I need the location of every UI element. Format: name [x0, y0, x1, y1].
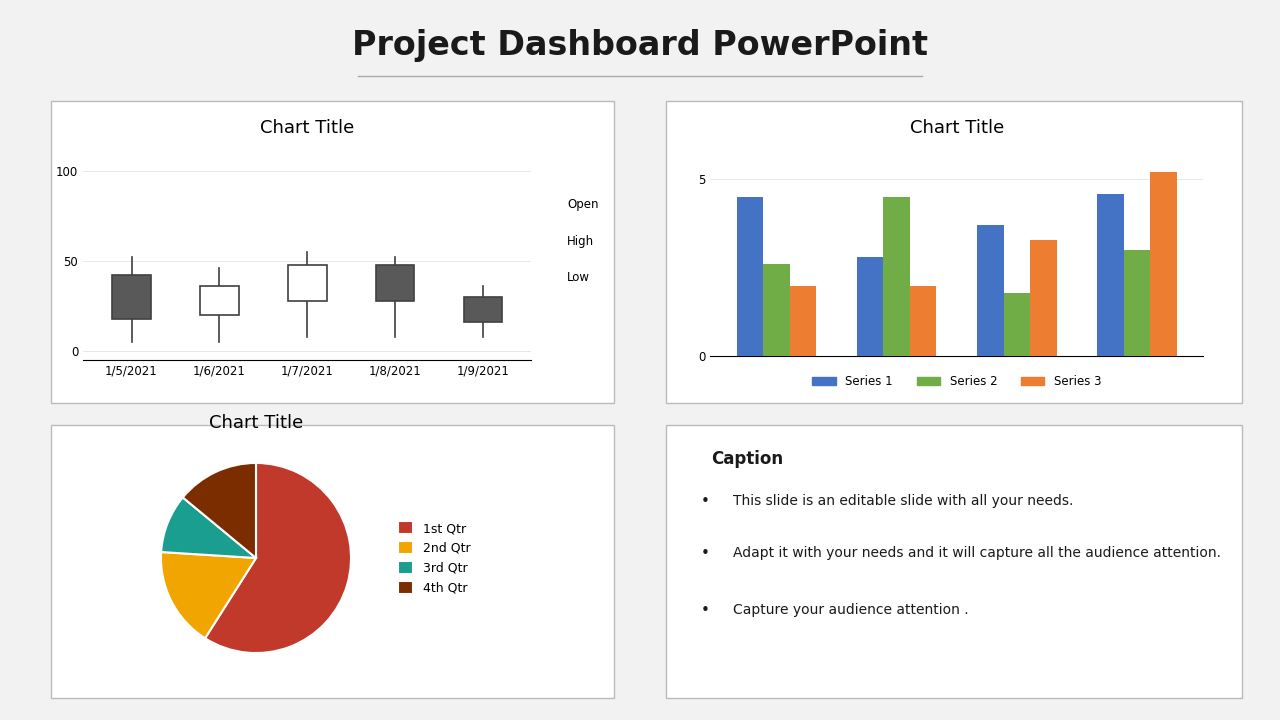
Wedge shape — [161, 498, 256, 558]
Text: This slide is an editable slide with all your needs.: This slide is an editable slide with all… — [733, 494, 1074, 508]
Bar — [790, 286, 817, 356]
Text: Open: Open — [567, 198, 599, 211]
Bar — [200, 286, 238, 315]
Text: Capture your audience attention .: Capture your audience attention . — [733, 603, 969, 617]
Title: Chart Title: Chart Title — [260, 119, 355, 137]
Bar — [288, 265, 326, 301]
Bar — [737, 197, 763, 356]
Bar — [1004, 292, 1030, 356]
Bar — [1151, 172, 1176, 356]
Legend: Series 1, Series 2, Series 3: Series 1, Series 2, Series 3 — [808, 371, 1106, 393]
Text: Low: Low — [567, 271, 590, 284]
Text: High: High — [567, 235, 594, 248]
Bar — [1097, 194, 1124, 356]
Text: •: • — [700, 603, 709, 618]
Bar — [376, 265, 415, 301]
Bar — [763, 264, 790, 356]
Wedge shape — [205, 463, 351, 653]
Bar — [463, 297, 502, 323]
Title: Chart Title: Chart Title — [910, 119, 1004, 137]
Bar — [858, 257, 883, 356]
Text: Adapt it with your needs and it will capture all the audience attention.: Adapt it with your needs and it will cap… — [733, 546, 1221, 560]
Text: Project Dashboard PowerPoint: Project Dashboard PowerPoint — [352, 29, 928, 62]
Text: •: • — [700, 494, 709, 509]
Text: •: • — [700, 546, 709, 561]
Text: Caption: Caption — [712, 450, 783, 468]
Bar — [883, 197, 910, 356]
Bar — [1124, 250, 1151, 356]
Wedge shape — [183, 463, 256, 558]
Legend: 1st Qtr, 2nd Qtr, 3rd Qtr, 4th Qtr: 1st Qtr, 2nd Qtr, 3rd Qtr, 4th Qtr — [393, 516, 476, 600]
Bar — [1030, 240, 1056, 356]
Title: Chart Title: Chart Title — [209, 414, 303, 432]
Bar — [910, 286, 937, 356]
Wedge shape — [161, 552, 256, 638]
Bar — [977, 225, 1004, 356]
Bar — [113, 276, 151, 318]
